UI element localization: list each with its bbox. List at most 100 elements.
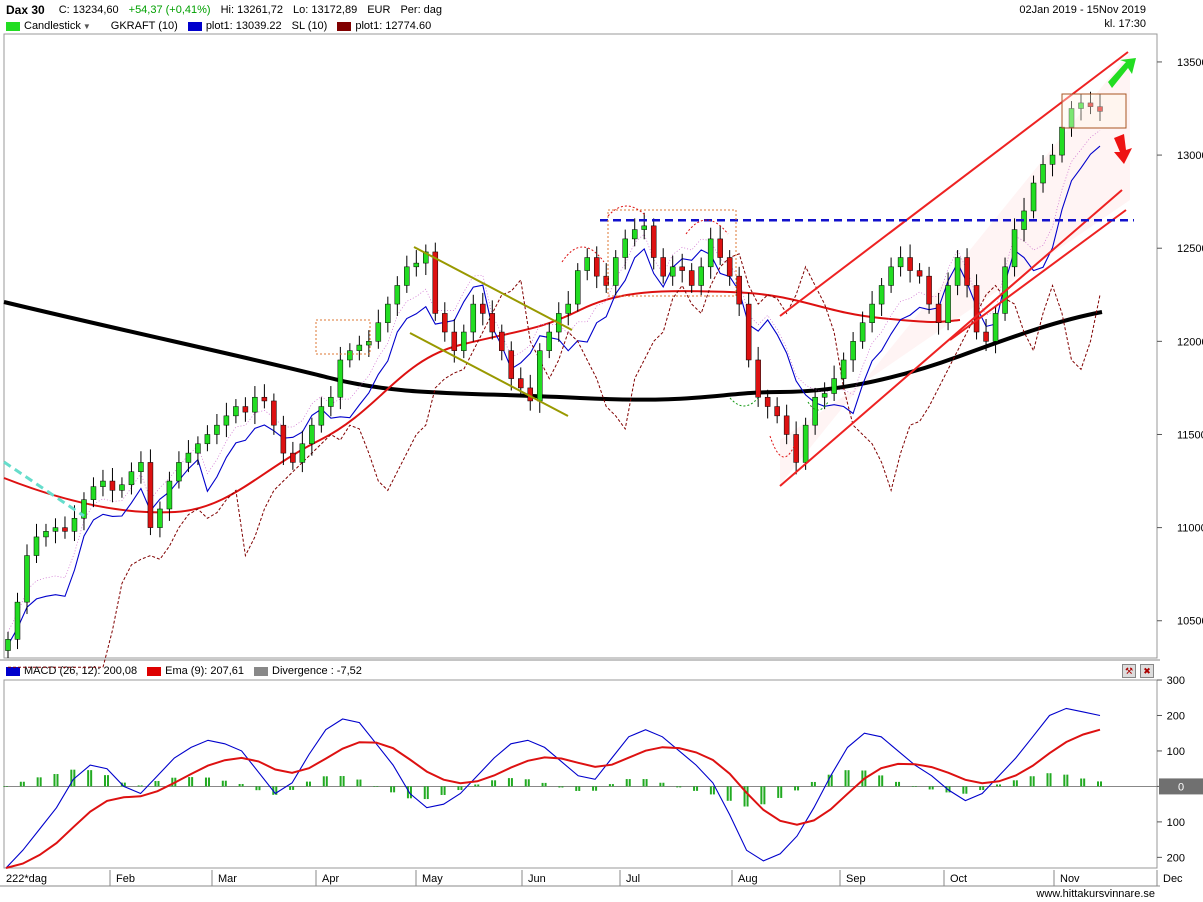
divergence-bar (746, 786, 749, 807)
divergence-bar (914, 786, 917, 787)
candle-body (859, 322, 866, 342)
candle-body (726, 257, 733, 277)
divergence-bar (426, 786, 429, 800)
legend-swatch (337, 21, 352, 31)
candle-body (935, 303, 942, 323)
divergence-bar (1083, 778, 1086, 787)
candle-body (774, 406, 780, 417)
divergence-bar (39, 777, 42, 787)
candle-body (299, 443, 306, 463)
candle-body (128, 471, 135, 486)
divergence-bar (339, 776, 342, 787)
divergence-bar (726, 786, 729, 801)
macd-legend-ema: Ema (9): 207,61 (147, 665, 244, 677)
candle-body (33, 536, 40, 556)
candle-body (214, 424, 220, 435)
x-tick-label: Mar (218, 873, 237, 885)
divergence-bar (878, 775, 881, 787)
candle-body (385, 303, 391, 323)
divergence-bar (544, 782, 547, 787)
candle-body (802, 424, 809, 463)
divergence-bar (527, 779, 530, 787)
header-row: Dax 30 C: 13234,60 +54,37 (+0,41%) Hi: 1… (6, 2, 1166, 18)
divergence-bar (662, 782, 665, 787)
chevron-down-icon[interactable]: ▼ (82, 22, 91, 31)
legend-sl: SL (10) (291, 20, 328, 32)
wrench-icon[interactable]: ⚒ (1122, 664, 1136, 678)
x-tick-label: Sep (846, 873, 866, 885)
divergence-bar (1066, 774, 1069, 787)
candle-body (821, 393, 828, 398)
divergence-bar (945, 786, 948, 793)
macd-panel-tools: ⚒ ✖ (1122, 664, 1154, 678)
divergence-bar (1029, 776, 1032, 787)
candle-body (831, 378, 837, 394)
macd-y-tick-label: 200 (1167, 710, 1185, 722)
legend-label: Divergence : -7,52 (272, 665, 362, 677)
candle-body (631, 229, 638, 240)
candle-body (14, 601, 21, 640)
candle-body (669, 266, 676, 277)
x-tick-label: Oct (950, 873, 967, 885)
divergence-bar (103, 775, 106, 787)
candle-body (612, 257, 619, 286)
candle-body (878, 285, 885, 305)
candle-body (413, 262, 420, 268)
divergence-bar (510, 778, 513, 787)
candle-body (1078, 102, 1084, 109)
legend-swatch (6, 666, 20, 676)
divergence-bar (507, 778, 510, 787)
macd-y-tick-label: 100 (1167, 817, 1185, 829)
candle-body (717, 238, 723, 258)
divergence-bar (763, 786, 766, 805)
divergence-bar (308, 781, 311, 787)
date-range: 02Jan 2019 - 15Nov 2019 kl. 17:30 (1019, 3, 1146, 31)
candle-body (764, 396, 771, 407)
divergence-bar (376, 786, 379, 787)
macd-legend-divergence: Divergence : -7,52 (254, 665, 362, 677)
x-tick-label: Jun (528, 873, 546, 885)
candle-body (518, 378, 524, 389)
divergence-bar (123, 782, 126, 787)
candle-body (52, 527, 59, 532)
series-plot1-brown (8, 253, 1101, 668)
divergence-bar (56, 774, 59, 787)
candle-body (574, 270, 581, 305)
candle-body (252, 396, 258, 413)
divergence-bar (760, 786, 763, 805)
legend-candlestick[interactable]: Candlestick ▼ (6, 20, 101, 32)
legend-label: Ema (9): 207,61 (165, 665, 244, 677)
legend-label: plot1: 12774.60 (355, 20, 432, 32)
candle-body (840, 359, 847, 379)
macd-legend-macd: MACD (26, 12): 200,08 (6, 665, 137, 677)
divergence-bar (931, 786, 934, 790)
candle-body (290, 452, 296, 463)
divergence-bar (794, 786, 797, 791)
candle-body (755, 359, 761, 398)
y-tick-label: 13500 (1177, 57, 1203, 69)
candle-body (1030, 182, 1037, 212)
macd-panel-frame (3, 679, 1158, 869)
candle-body (24, 555, 30, 603)
legend-swatch (254, 666, 268, 676)
legend-gkraft: GKRAFT (10) (110, 20, 178, 32)
divergence-bar (140, 785, 143, 787)
divergence-bar (406, 786, 409, 799)
divergence-bar (645, 779, 648, 787)
candle-body (442, 313, 448, 333)
support-line (949, 209, 1127, 341)
close-icon[interactable]: ✖ (1140, 664, 1154, 678)
candle-body (328, 396, 334, 407)
candle-body (869, 303, 875, 323)
divergence-bar (1032, 776, 1035, 787)
divergence-bar (813, 781, 816, 787)
divergence-bar (373, 786, 376, 787)
x-tick-label: Feb (116, 873, 135, 885)
divergence-bar (409, 786, 412, 799)
legend-plot1-brown: plot1: 12774.60 (337, 20, 431, 32)
macd-y-tick-label: 300 (1167, 675, 1185, 687)
candle-body (783, 415, 790, 435)
medium-moving-average-line (3, 290, 961, 514)
candle-body (119, 484, 125, 491)
legend-label: Candlestick (24, 20, 81, 32)
